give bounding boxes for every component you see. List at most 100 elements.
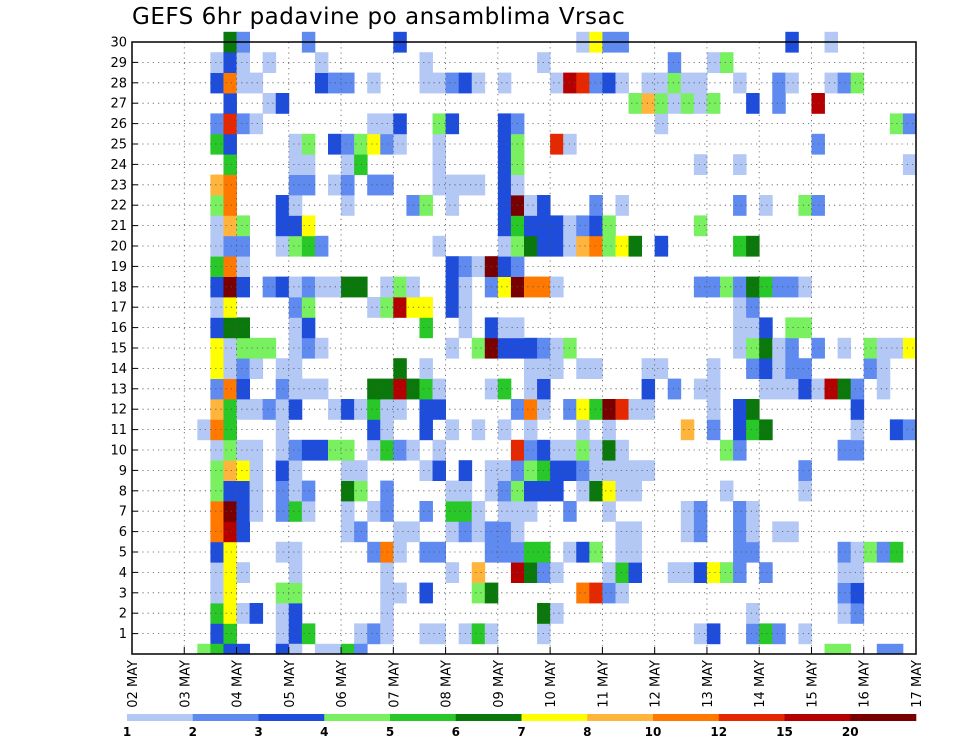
heatmap-cell bbox=[628, 521, 642, 543]
heatmap-cell bbox=[798, 195, 812, 216]
heatmap-cell bbox=[733, 399, 747, 420]
heatmap-cell bbox=[236, 358, 250, 379]
heatmap-cell bbox=[275, 582, 290, 604]
heatmap-cell bbox=[262, 337, 277, 359]
heatmap-cell bbox=[693, 378, 708, 400]
heatmap-cell bbox=[824, 378, 838, 400]
heatmap-cell bbox=[301, 215, 316, 237]
heatmap-cell bbox=[772, 358, 786, 379]
heatmap-cell bbox=[210, 358, 224, 379]
heatmap-cell bbox=[720, 276, 734, 298]
heatmap-cell bbox=[275, 541, 290, 563]
heatmap-cell bbox=[654, 72, 669, 94]
y-tick-label: 14 bbox=[110, 362, 127, 377]
heatmap-cell bbox=[576, 419, 590, 441]
heatmap-cell bbox=[275, 378, 290, 400]
x-tick-label: 13 MAY bbox=[701, 660, 716, 708]
heatmap-cell bbox=[733, 235, 747, 257]
heatmap-cell bbox=[798, 378, 812, 400]
heatmap-cell bbox=[641, 93, 656, 114]
heatmap-cell bbox=[288, 378, 303, 400]
heatmap-cell bbox=[759, 337, 773, 359]
heatmap-cell bbox=[589, 235, 603, 257]
colorbar-segment bbox=[521, 714, 588, 721]
heatmap-cell bbox=[275, 623, 290, 645]
heatmap-cell bbox=[746, 521, 760, 543]
heatmap-cell bbox=[301, 317, 316, 339]
heatmap-cell bbox=[615, 399, 629, 420]
heatmap-cell bbox=[236, 52, 250, 73]
heatmap-cell bbox=[772, 276, 786, 298]
heatmap-cell bbox=[236, 521, 250, 543]
heatmap-cell bbox=[850, 419, 865, 441]
heatmap-cell bbox=[328, 399, 342, 420]
heatmap-cell bbox=[301, 439, 316, 461]
heatmap-cell bbox=[733, 419, 747, 441]
heatmap-cell bbox=[628, 399, 642, 420]
heatmap-cell bbox=[733, 72, 747, 94]
x-tick-label: 17 MAY bbox=[910, 660, 925, 708]
heatmap-cell bbox=[772, 72, 786, 94]
heatmap-cell bbox=[445, 480, 460, 502]
heatmap-cell bbox=[249, 399, 264, 420]
heatmap-cell bbox=[328, 276, 342, 298]
heatmap-cell bbox=[876, 541, 891, 563]
heatmap-cell bbox=[576, 582, 590, 604]
heatmap-cell bbox=[497, 235, 512, 257]
heatmap-cell bbox=[249, 603, 264, 624]
x-axis-ticks: 02 MAY 03 MAY 04 MAY 05 MAY 06 MAY 07 MAY 08 M… bbox=[126, 647, 925, 708]
heatmap-cell bbox=[497, 72, 512, 94]
heatmap-cell bbox=[249, 480, 264, 502]
heatmap-cell bbox=[693, 623, 708, 645]
heatmap-cell bbox=[419, 52, 433, 73]
heatmap-cell bbox=[667, 378, 682, 400]
colorbar-segment bbox=[258, 714, 325, 721]
heatmap-cell bbox=[641, 378, 656, 400]
heatmap-cell bbox=[576, 439, 590, 461]
heatmap-cell bbox=[759, 358, 773, 379]
heatmap-cell bbox=[197, 419, 211, 441]
heatmap-cell bbox=[798, 480, 812, 502]
heatmap-cell bbox=[223, 460, 237, 481]
heatmap-cell bbox=[223, 72, 237, 94]
heatmap-cell bbox=[497, 460, 512, 481]
heatmap-cell bbox=[236, 439, 250, 461]
heatmap-cell bbox=[288, 582, 303, 604]
heatmap-cell bbox=[236, 276, 250, 298]
heatmap-cell bbox=[524, 439, 538, 461]
heatmap-cell bbox=[341, 480, 355, 502]
y-tick-label: 2 bbox=[119, 607, 127, 622]
heatmap-cell bbox=[236, 215, 250, 237]
heatmap-cell bbox=[746, 235, 760, 257]
heatmap-cell bbox=[785, 317, 799, 339]
heatmap-cell bbox=[798, 276, 812, 298]
heatmap-cell bbox=[288, 460, 303, 481]
heatmap-cell bbox=[693, 72, 708, 94]
heatmap-cell bbox=[471, 256, 486, 277]
heatmap-cell bbox=[275, 460, 290, 481]
heatmap-cell bbox=[367, 623, 381, 645]
heatmap-cell bbox=[746, 603, 760, 624]
heatmap-cell bbox=[275, 643, 290, 654]
y-tick-label: 23 bbox=[110, 178, 127, 193]
heatmap-cell bbox=[759, 195, 773, 216]
heatmap-cell bbox=[471, 562, 486, 583]
heatmap-cell bbox=[837, 603, 852, 624]
heatmap-cell bbox=[223, 643, 237, 654]
heatmap-cell bbox=[341, 154, 355, 175]
heatmap-cell bbox=[733, 337, 747, 359]
heatmap-cell bbox=[210, 603, 224, 624]
heatmap-cell bbox=[249, 460, 264, 481]
heatmap-cell bbox=[419, 358, 433, 379]
heatmap-cell bbox=[902, 337, 917, 359]
heatmap-cell bbox=[210, 113, 224, 135]
heatmap-cell bbox=[576, 460, 590, 481]
y-tick-label: 26 bbox=[110, 117, 127, 132]
heatmap-cell bbox=[720, 439, 734, 461]
heatmap-cell bbox=[301, 154, 316, 175]
heatmap-cell bbox=[262, 93, 277, 114]
heatmap-cell bbox=[210, 52, 224, 73]
heatmap-cell bbox=[550, 358, 564, 379]
y-tick-label: 4 bbox=[119, 566, 127, 581]
heatmap-cell bbox=[759, 317, 773, 339]
